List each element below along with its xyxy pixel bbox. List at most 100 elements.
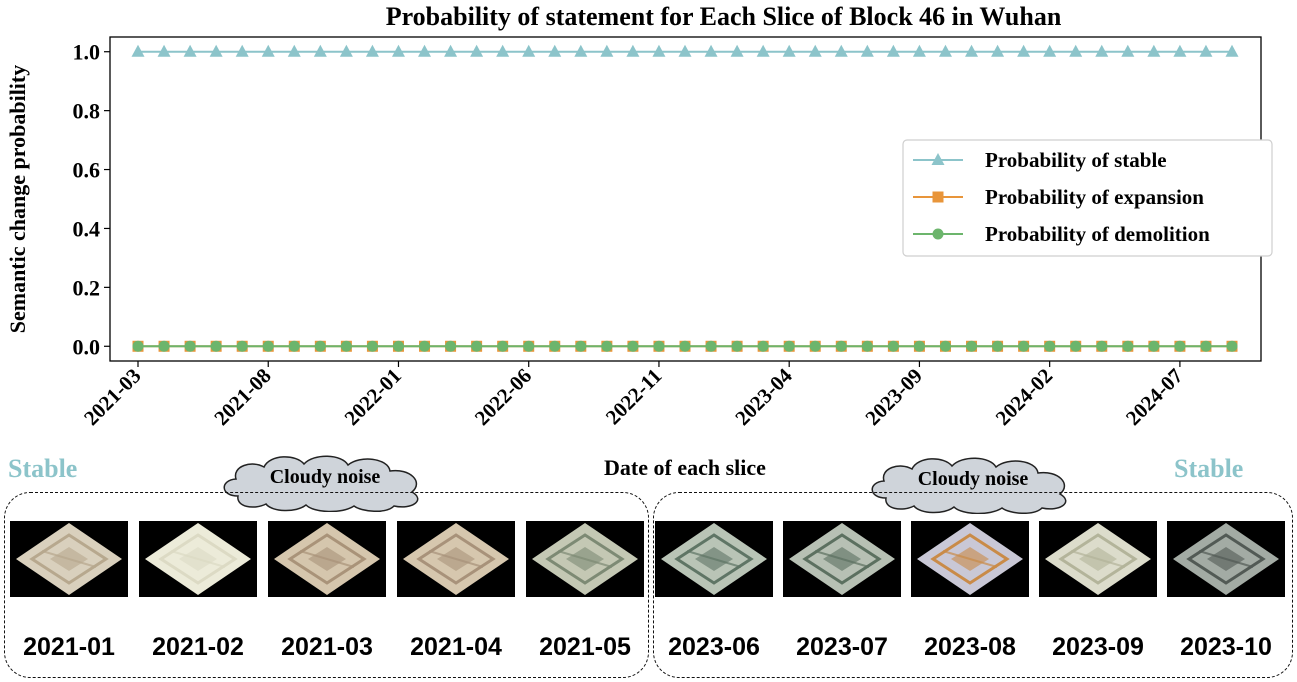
data-point-circle xyxy=(497,340,509,352)
data-point-triangle xyxy=(496,44,510,57)
data-point-circle xyxy=(471,340,483,352)
data-point-triangle xyxy=(782,44,796,57)
data-point-triangle xyxy=(652,44,666,57)
data-point-circle xyxy=(1148,340,1160,352)
block-image-icon xyxy=(789,523,895,595)
block-image-icon xyxy=(403,523,509,595)
data-point-circle xyxy=(731,340,743,352)
data-point-circle xyxy=(340,340,352,352)
satellite-thumbnail xyxy=(10,521,128,597)
data-point-triangle xyxy=(808,44,822,57)
data-point-triangle xyxy=(183,44,197,57)
data-point-triangle xyxy=(938,44,952,57)
data-point-circle xyxy=(653,340,665,352)
data-point-triangle xyxy=(678,44,692,57)
data-point-triangle xyxy=(157,44,171,57)
x-axis-label: Date of each slice xyxy=(604,455,766,480)
y-tick-label: 0.0 xyxy=(73,334,101,359)
block-image-icon xyxy=(145,523,251,595)
cloud-noise-left: Cloudy noise xyxy=(216,452,434,513)
thumbnail-date: 2023-09 xyxy=(1052,633,1144,661)
block-image-icon xyxy=(1173,523,1279,595)
y-tick-label: 1.0 xyxy=(73,40,101,65)
data-point-triangle xyxy=(209,44,223,57)
data-point-circle xyxy=(783,340,795,352)
data-point-circle xyxy=(705,340,717,352)
data-point-triangle xyxy=(912,44,926,57)
data-point-circle xyxy=(809,340,821,352)
x-tick-label: 2022-06 xyxy=(470,364,536,430)
data-point-triangle xyxy=(626,44,640,57)
data-point-triangle xyxy=(965,44,979,57)
thumbnail-date: 2021-01 xyxy=(23,633,115,661)
data-point-triangle xyxy=(886,44,900,57)
y-axis-label: Semantic change probability xyxy=(5,65,30,334)
cloud-label-left: Cloudy noise xyxy=(269,466,381,488)
data-point-circle xyxy=(132,340,144,352)
data-point-circle xyxy=(601,340,613,352)
data-point-triangle xyxy=(1147,44,1161,57)
x-tick-label: 2022-01 xyxy=(340,364,406,430)
data-point-circle xyxy=(835,340,847,352)
legend-marker-square xyxy=(932,191,944,203)
satellite-thumbnail xyxy=(139,521,257,597)
cloud-label-right: Cloudy noise xyxy=(917,468,1029,490)
cloud-noise-right: Cloudy noise xyxy=(864,454,1082,515)
satellite-thumbnail xyxy=(1039,521,1157,597)
data-point-circle xyxy=(419,340,431,352)
data-point-triangle xyxy=(1095,44,1109,57)
data-point-circle xyxy=(184,340,196,352)
data-point-circle xyxy=(158,340,170,352)
x-tick-label: 2023-09 xyxy=(860,364,926,430)
data-point-triangle xyxy=(704,44,718,57)
block-image-icon xyxy=(917,523,1023,595)
satellite-thumbnail xyxy=(526,521,644,597)
legend-label: Probability of stable xyxy=(985,148,1167,172)
data-point-triangle xyxy=(313,44,327,57)
data-point-triangle xyxy=(600,44,614,57)
data-point-triangle xyxy=(1199,44,1213,57)
legend-label: Probability of expansion xyxy=(985,185,1204,209)
y-tick-label: 0.6 xyxy=(73,158,101,183)
block-image-icon xyxy=(16,523,122,595)
thumbnail-group-left xyxy=(4,492,649,678)
data-point-triangle xyxy=(860,44,874,57)
thumbnail-date: 2023-07 xyxy=(796,633,888,661)
data-point-circle xyxy=(262,340,274,352)
data-point-triangle xyxy=(131,44,145,57)
x-tick-label: 2023-04 xyxy=(730,363,797,430)
thumbnail-date: 2023-10 xyxy=(1180,633,1272,661)
data-point-circle xyxy=(575,340,587,352)
data-point-circle xyxy=(757,340,769,352)
data-point-circle xyxy=(1226,340,1238,352)
satellite-thumbnail xyxy=(1167,521,1285,597)
data-point-triangle xyxy=(261,44,275,57)
thumbnail-date: 2023-08 xyxy=(924,633,1016,661)
data-point-circle xyxy=(288,340,300,352)
data-point-circle xyxy=(887,340,899,352)
data-point-circle xyxy=(366,340,378,352)
legend-marker-circle xyxy=(932,228,944,240)
data-point-circle xyxy=(549,340,561,352)
satellite-thumbnail xyxy=(397,521,515,597)
data-point-circle xyxy=(1122,340,1134,352)
satellite-thumbnail xyxy=(268,521,386,597)
data-point-triangle xyxy=(470,44,484,57)
thumbnail-date: 2021-03 xyxy=(281,633,373,661)
block-image-icon xyxy=(274,523,380,595)
thumbnail-date: 2021-04 xyxy=(410,633,502,661)
x-tick-label: 2022-11 xyxy=(601,364,667,430)
data-point-circle xyxy=(445,340,457,352)
thumbnail-date: 2023-06 xyxy=(668,633,760,661)
thumbnail-date: 2021-02 xyxy=(152,633,244,661)
thumbnail-group-right xyxy=(653,492,1293,678)
data-point-triangle xyxy=(1043,44,1057,57)
legend-marker-triangle xyxy=(931,153,945,165)
cloud-icon xyxy=(223,455,419,513)
data-point-triangle xyxy=(991,44,1005,57)
y-tick-label: 0.2 xyxy=(73,275,101,300)
satellite-thumbnail xyxy=(911,521,1029,597)
data-point-circle xyxy=(1174,340,1186,352)
data-point-circle xyxy=(523,340,535,352)
